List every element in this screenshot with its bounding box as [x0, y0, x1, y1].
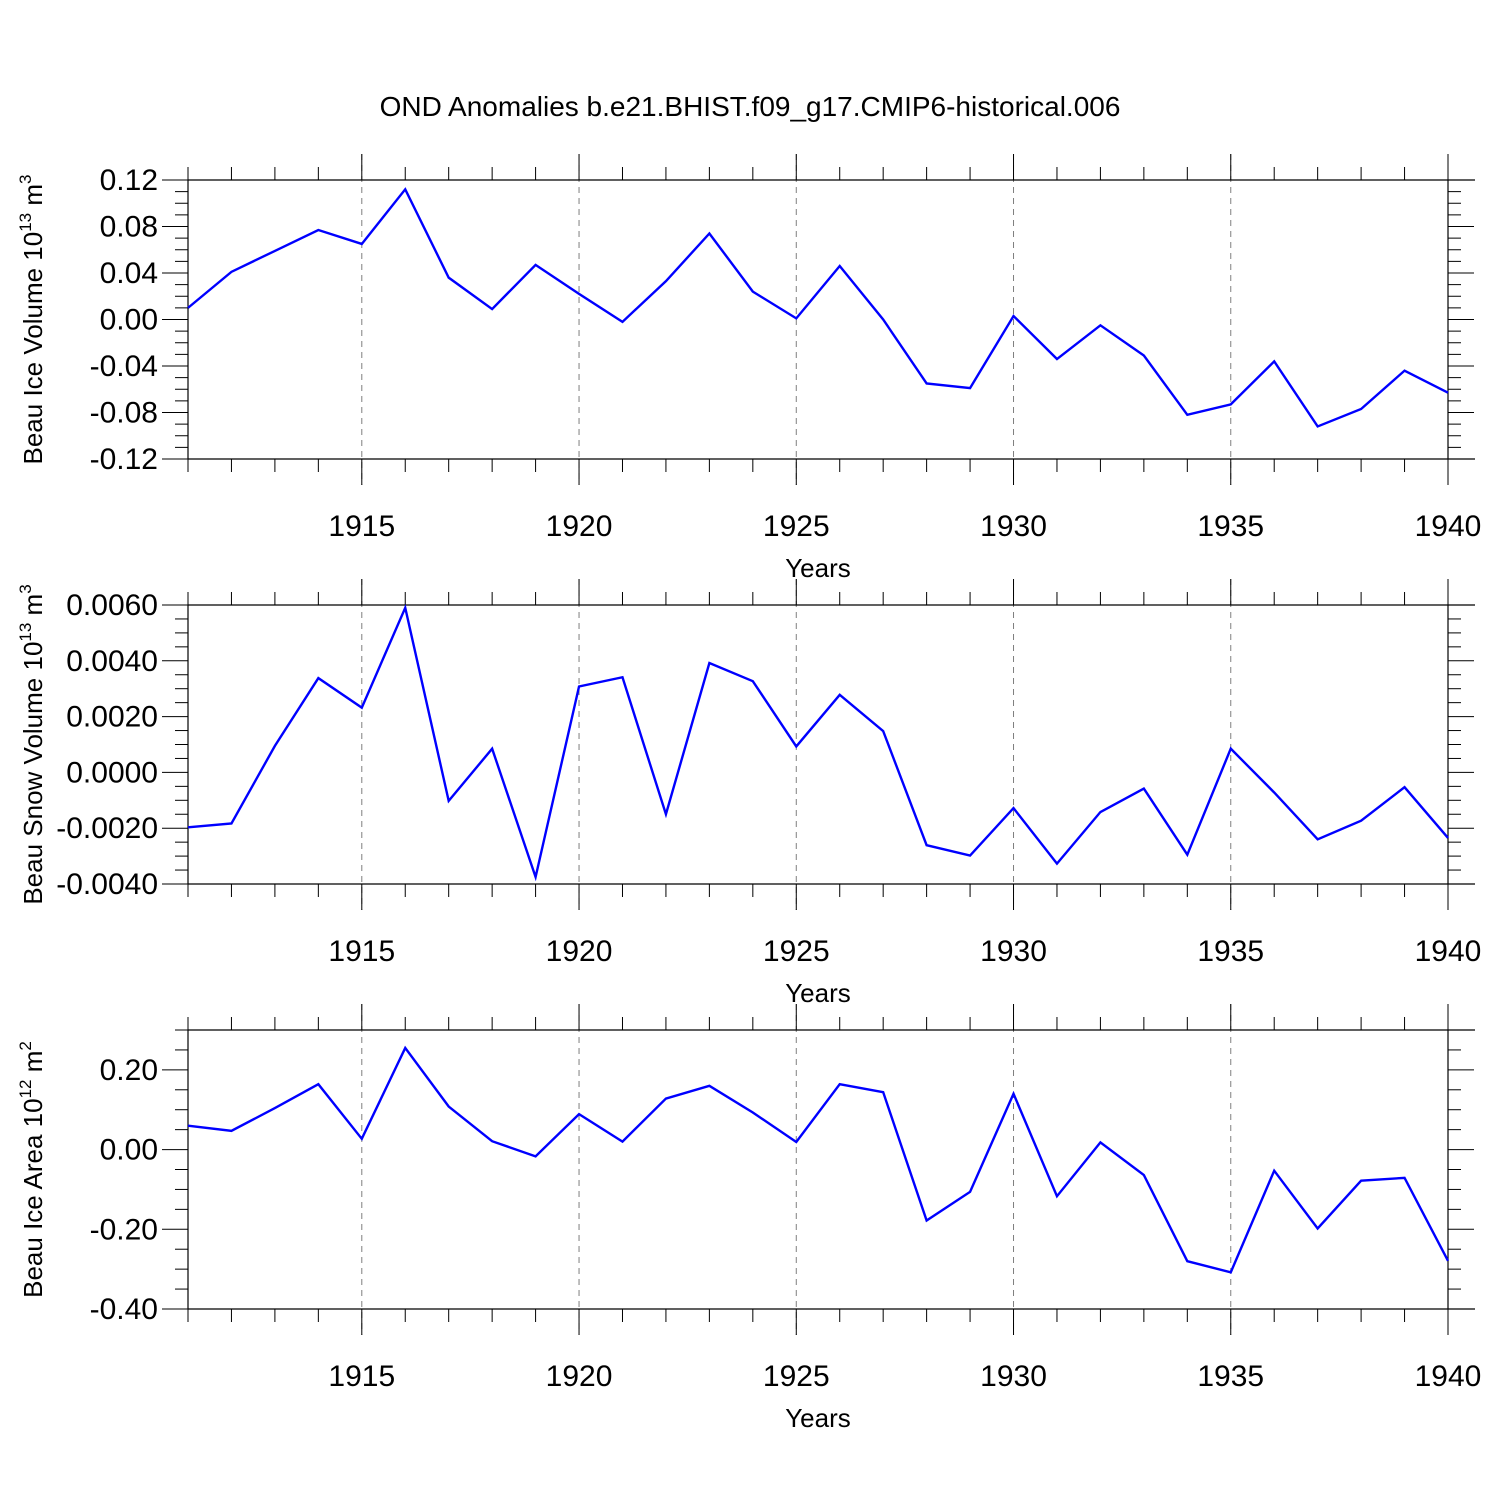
x-axis-label: Years [785, 553, 851, 583]
y-tick-label: -0.40 [90, 1293, 158, 1326]
x-tick-label: 1920 [546, 510, 613, 543]
x-tick-label: 1930 [980, 1360, 1047, 1393]
y-tick-label: 0.12 [100, 164, 158, 197]
y-axis-label: Beau Snow Volume 1013 m3 [16, 584, 48, 904]
y-tick-label: 0.00 [100, 1134, 158, 1167]
x-tick-label: 1920 [546, 935, 613, 968]
x-tick-label: 1930 [980, 510, 1047, 543]
panel-2: -0.0040 -0.0020 0.0000 0.0020 0.0040 0.0060 19… [16, 579, 1481, 1008]
x-tick-label: 1925 [763, 935, 830, 968]
y-tick-label: -0.04 [90, 350, 158, 383]
series-line [187, 187, 1449, 428]
x-tick-label: 1935 [1197, 510, 1264, 543]
y-tick-label: 0.0060 [66, 589, 158, 622]
x-tick-label: 1935 [1197, 935, 1264, 968]
panel-3: -0.40 -0.20 0.00 0.20 1915 1920 1925 1930 1935 19… [16, 1004, 1481, 1433]
y-tick-label: -0.08 [90, 397, 158, 430]
x-axis-label: Years [785, 1403, 851, 1433]
x-tick-label: 1925 [763, 510, 830, 543]
series-line [187, 1045, 1450, 1274]
y-tick-label: 0.0040 [66, 645, 158, 678]
y-axis-label: Beau Ice Area 1012 m2 [16, 1041, 48, 1298]
y-axis-label: Beau Ice Volume 1013 m3 [16, 175, 48, 465]
x-tick-label: 1920 [546, 1360, 613, 1393]
y-tick-label: -0.0020 [56, 812, 158, 845]
panels: -0.12 -0.08 -0.04 0.00 0.04 0.08 0.12 1915 1920 1… [16, 154, 1481, 1433]
x-tick-label: 1940 [1415, 935, 1482, 968]
x-tick-label: 1915 [328, 1360, 395, 1393]
x-tick-label: 1940 [1415, 1360, 1482, 1393]
x-tick-label: 1940 [1415, 510, 1482, 543]
y-tick-label: 0.20 [100, 1054, 158, 1087]
y-tick-label: 0.08 [100, 211, 158, 244]
x-tick-label: 1930 [980, 935, 1047, 968]
x-tick-label: 1925 [763, 1360, 830, 1393]
panel-1: -0.12 -0.08 -0.04 0.00 0.04 0.08 0.12 1915 1920 1… [16, 154, 1481, 583]
figure-title: OND Anomalies b.e21.BHIST.f09_g17.CMIP6-… [380, 91, 1121, 122]
x-tick-label: 1915 [328, 510, 395, 543]
y-tick-label: 0.0000 [66, 756, 158, 789]
y-tick-label: 0.00 [100, 304, 158, 337]
y-tick-label: 0.04 [100, 257, 158, 290]
y-tick-label: -0.20 [90, 1213, 158, 1246]
x-axis-label: Years [785, 978, 851, 1008]
y-tick-label: -0.0040 [56, 868, 158, 901]
x-tick-label: 1935 [1197, 1360, 1264, 1393]
series-line [187, 603, 1449, 882]
y-tick-label: 0.0020 [66, 701, 158, 734]
y-tick-label: -0.12 [90, 443, 158, 476]
x-tick-label: 1915 [328, 935, 395, 968]
